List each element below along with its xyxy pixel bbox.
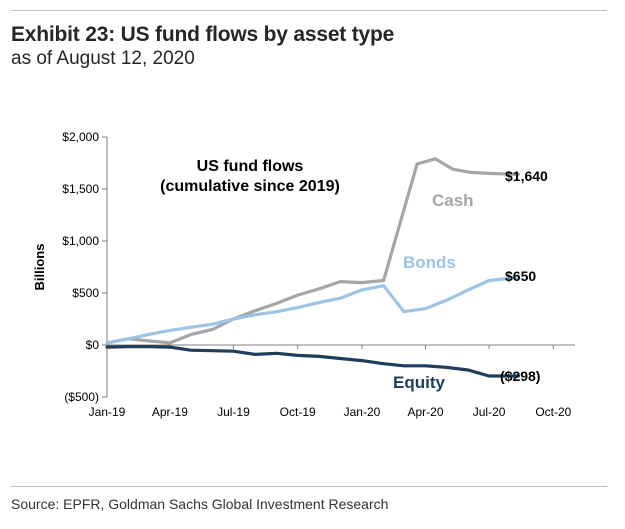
bottom-rule [11,486,607,487]
x-tick-label: Jan-20 [344,405,381,419]
x-tick-label: Jul-19 [217,405,250,419]
y-tick-label: $0 [86,338,100,352]
x-tick-label: Apr-20 [408,405,444,419]
source-note: Source: EPFR, Goldman Sachs Global Inves… [11,496,389,512]
y-tick-label: $1,000 [62,234,99,248]
x-tick-label: Jul-20 [473,405,506,419]
x-tick-label: Jan-19 [89,405,126,419]
end-value-label-equity: ($298) [500,368,540,384]
series-line-equity [105,345,521,378]
y-tick-label: ($500) [64,390,99,404]
y-tick-label: $1,500 [62,182,99,196]
y-tick-label: $2,000 [62,130,99,144]
top-rule [11,10,607,11]
x-tick-label: Oct-20 [535,405,571,419]
x-tick-label: Oct-19 [280,405,316,419]
series-line-cash [105,157,521,345]
exhibit-title: Exhibit 23: US fund flows by asset type [11,23,395,46]
series-label-cash: Cash [432,191,474,210]
x-tick-label: Apr-19 [152,405,188,419]
series-line-bonds [105,275,521,345]
chart-annotation-line: (cumulative since 2019) [160,178,340,195]
y-tick-label: $500 [72,286,99,300]
chart-annotation: US fund flows (cumulative since 2019) [160,158,340,195]
chart-annotation-line: US fund flows [197,158,304,175]
end-value-label-bonds: $650 [505,268,536,284]
series-label-bonds: Bonds [403,253,456,272]
series-label-equity: Equity [393,373,445,392]
y-axis-title: Billions [32,244,47,291]
exhibit-subtitle: as of August 12, 2020 [11,48,195,69]
end-value-label-cash: $1,640 [505,168,548,184]
